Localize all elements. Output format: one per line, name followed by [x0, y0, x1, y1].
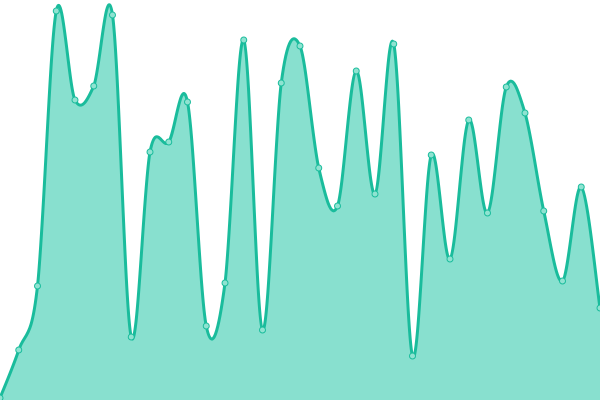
- data-point-29: [540, 207, 548, 215]
- data-point-6: [109, 11, 116, 19]
- series-line: [0, 3, 600, 399]
- data-point-10: [184, 98, 191, 106]
- data-point-16: [296, 42, 304, 50]
- data-point-13: [240, 36, 248, 44]
- data-point-7: [127, 333, 135, 341]
- data-point-21: [390, 40, 398, 48]
- data-point-26: [484, 209, 491, 217]
- markers: [0, 7, 600, 400]
- data-point-24: [446, 255, 454, 263]
- data-point-9: [165, 138, 173, 146]
- data-point-25: [465, 116, 473, 124]
- data-point-27: [502, 83, 510, 91]
- data-point-8: [146, 148, 154, 156]
- data-point-12: [221, 279, 229, 287]
- data-point-30: [559, 277, 566, 285]
- data-point-23: [427, 151, 435, 159]
- data-point-28: [521, 109, 529, 117]
- data-point-15: [277, 79, 285, 87]
- data-point-31: [577, 183, 585, 191]
- data-point-0: [0, 394, 4, 400]
- data-point-5: [90, 82, 98, 90]
- data-point-18: [334, 202, 341, 210]
- data-point-32: [596, 304, 600, 312]
- area-fill: [0, 4, 600, 400]
- data-point-20: [371, 190, 379, 198]
- data-point-2: [34, 282, 41, 290]
- data-point-19: [352, 67, 360, 75]
- data-point-4: [71, 96, 79, 104]
- data-point-22: [409, 352, 416, 360]
- data-point-3: [52, 7, 60, 15]
- data-point-14: [259, 326, 266, 334]
- data-point-17: [315, 164, 323, 172]
- data-point-11: [202, 322, 210, 330]
- data-point-1: [15, 346, 23, 354]
